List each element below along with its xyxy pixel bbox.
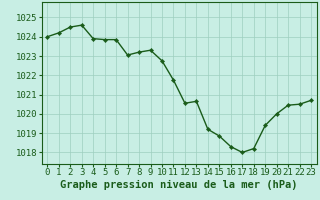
X-axis label: Graphe pression niveau de la mer (hPa): Graphe pression niveau de la mer (hPa)	[60, 180, 298, 190]
